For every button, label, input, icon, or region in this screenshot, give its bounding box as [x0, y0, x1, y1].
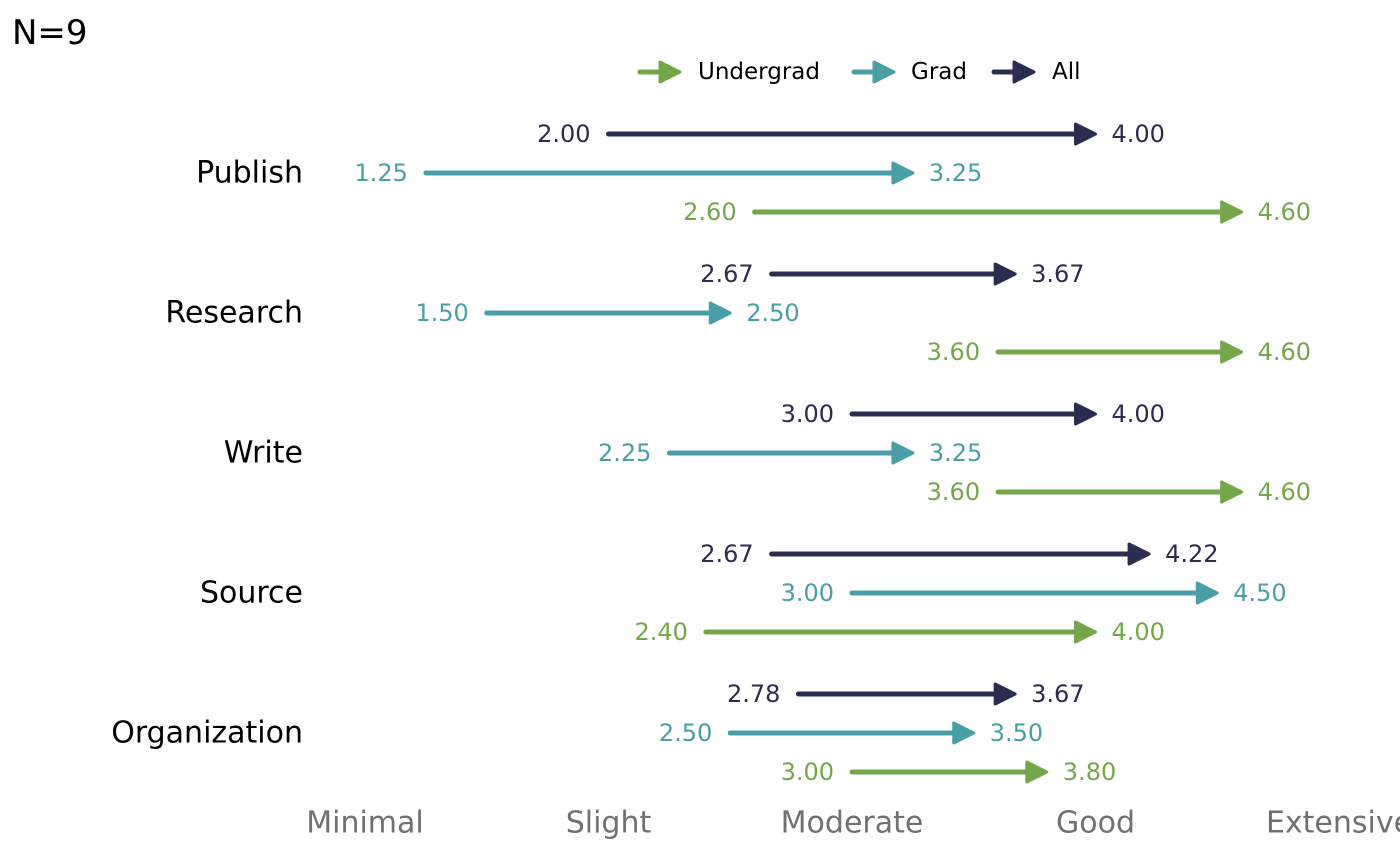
to-label-undergrad-source: 4.00: [1112, 618, 1165, 646]
arrow-all-organization-head: [993, 682, 1017, 706]
arrow-all-write: [849, 402, 1097, 426]
arrow-all-source-head: [1127, 542, 1151, 566]
from-label-undergrad-publish: 2.60: [683, 198, 736, 226]
to-label-all-research: 3.67: [1031, 260, 1084, 288]
category-label-write: Write: [224, 436, 303, 471]
to-label-undergrad-write: 4.60: [1258, 478, 1311, 506]
legend-swatch-arrow-icon: [1012, 60, 1036, 84]
legend-item-grad: Grad: [851, 59, 967, 85]
arrow-undergrad-publish-head: [1220, 200, 1244, 224]
arrow-all-research: [769, 262, 1017, 286]
to-label-grad-write: 3.25: [929, 439, 982, 467]
legend-swatch-arrow-icon: [658, 60, 682, 84]
arrow-undergrad-publish: [752, 200, 1244, 224]
to-label-undergrad-research: 4.60: [1258, 338, 1311, 366]
from-label-all-write: 3.00: [781, 400, 834, 428]
to-label-all-organization: 3.67: [1031, 680, 1084, 708]
arrow-layer: 2.00 4.00 1.25 3.25 2.60 4.60 2.67 3.67 1.50 2.50…: [354, 120, 1311, 786]
arrow-grad-publish-head: [891, 161, 915, 185]
legend-label-undergrad: Undergrad: [698, 59, 820, 85]
category-label-source: Source: [200, 576, 303, 611]
arrow-grad-organization-head: [952, 721, 976, 745]
arrow-undergrad-write: [995, 480, 1244, 504]
category-axis: Publish Research Write Source Organization: [111, 156, 303, 751]
arrow-grad-organization: [727, 721, 976, 745]
from-label-grad-source: 3.00: [781, 579, 834, 607]
to-label-all-write: 4.00: [1112, 400, 1165, 428]
arrow-undergrad-source-head: [1074, 620, 1097, 644]
from-label-all-research: 2.67: [700, 260, 753, 288]
to-label-grad-publish: 3.25: [929, 159, 982, 187]
arrow-grad-write: [666, 441, 915, 465]
arrow-grad-source-head: [1195, 581, 1219, 605]
from-label-all-organization: 2.78: [727, 680, 780, 708]
arrow-all-source: [769, 542, 1151, 566]
x-tick-label-minimal: Minimal: [306, 806, 424, 841]
category-label-research: Research: [165, 296, 303, 331]
legend-label-grad: Grad: [911, 59, 967, 85]
x-tick-label-good: Good: [1056, 806, 1135, 841]
arrow-undergrad-organization: [849, 760, 1049, 784]
legend-label-all: All: [1052, 59, 1081, 85]
x-axis: Minimal Slight Moderate Good Extensive: [306, 806, 1400, 841]
arrow-all-publish: [606, 122, 1097, 146]
to-label-grad-source: 4.50: [1233, 579, 1286, 607]
category-label-publish: Publish: [196, 156, 303, 191]
x-tick-label-moderate: Moderate: [781, 806, 924, 841]
legend-item-all: All: [991, 59, 1081, 85]
from-label-grad-research: 1.50: [415, 299, 468, 327]
x-tick-label-slight: Slight: [566, 806, 652, 841]
from-label-all-source: 2.67: [700, 540, 753, 568]
to-label-grad-research: 2.50: [746, 299, 799, 327]
arrow-all-organization: [795, 682, 1017, 706]
from-label-grad-organization: 2.50: [659, 719, 712, 747]
to-label-grad-organization: 3.50: [990, 719, 1043, 747]
arrow-undergrad-write-head: [1220, 480, 1244, 504]
from-label-grad-write: 2.25: [598, 439, 651, 467]
arrow-undergrad-source: [703, 620, 1097, 644]
from-label-undergrad-research: 3.60: [927, 338, 980, 366]
legend-swatch-arrow-icon: [872, 60, 896, 84]
from-label-undergrad-source: 2.40: [634, 618, 687, 646]
arrow-grad-research-head: [708, 301, 732, 325]
arrow-all-research-head: [993, 262, 1017, 286]
to-label-undergrad-publish: 4.60: [1258, 198, 1311, 226]
from-label-undergrad-write: 3.60: [927, 478, 980, 506]
to-label-undergrad-organization: 3.80: [1063, 758, 1116, 786]
from-label-all-publish: 2.00: [537, 120, 590, 148]
arrow-grad-write-head: [891, 441, 915, 465]
legend: Undergrad Grad All: [637, 59, 1081, 85]
arrow-undergrad-organization-head: [1025, 760, 1049, 784]
arrow-grad-research: [484, 301, 732, 325]
x-tick-label-extensive: Extensive: [1266, 806, 1400, 841]
from-label-undergrad-organization: 3.00: [781, 758, 834, 786]
arrow-grad-source: [849, 581, 1219, 605]
chart-title: N=9: [12, 13, 88, 53]
to-label-all-source: 4.22: [1165, 540, 1218, 568]
category-label-organization: Organization: [111, 716, 303, 751]
arrow-grad-publish: [423, 161, 915, 185]
arrow-all-publish-head: [1074, 122, 1097, 146]
arrow-undergrad-research: [995, 340, 1244, 364]
to-label-all-publish: 4.00: [1112, 120, 1165, 148]
from-label-grad-publish: 1.25: [354, 159, 407, 187]
arrow-all-write-head: [1074, 402, 1097, 426]
legend-item-undergrad: Undergrad: [637, 59, 820, 85]
arrow-undergrad-research-head: [1220, 340, 1244, 364]
